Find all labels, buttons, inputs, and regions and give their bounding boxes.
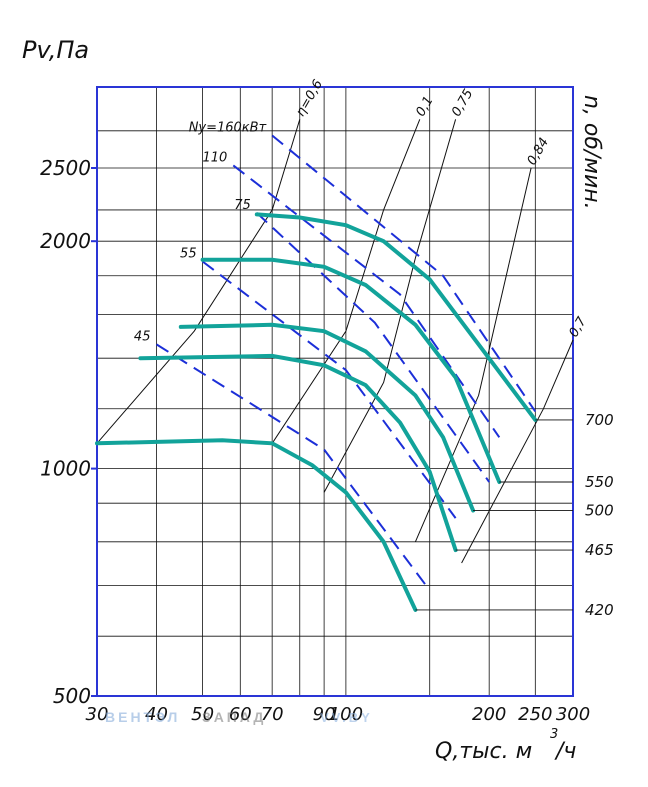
x-tick-label: 250 [518,704,552,725]
watermark-part2: ЗАПАД [202,709,266,725]
efficiency-line [271,119,421,444]
x-tick-label: 70 [261,704,284,725]
x-axis-title: Q,тыс. м [435,739,532,764]
speed-curve [95,438,418,612]
x-axis-title-sup: 3 [550,727,558,742]
right-axis-title: n, об/мин. [579,95,604,210]
watermark-part1: ВЕНТЭЛ [105,709,180,725]
x-axis-title-tail: /ч [554,739,576,764]
power-label: Ny=160кВт [189,121,267,136]
power-label: 75 [234,198,251,213]
speed-label: 500 [585,502,614,520]
power-line [232,164,501,438]
x-tick-label: 200 [472,704,506,725]
speed-curve [200,257,502,484]
x-tick-label: 30 [86,704,109,725]
y-axis-title: Pv,Па [22,36,89,64]
speed-curves [95,212,538,612]
speed-label: 465 [585,541,614,559]
plot-frame [96,86,574,697]
power-line [155,343,431,591]
power-label: 110 [202,150,227,165]
efficiency-label: 0,75 [449,87,476,120]
speed-curve [178,322,476,513]
x-tick-label: 40 [145,704,168,725]
efficiency-label: η=0,6 [293,77,326,119]
power-lines [155,134,537,591]
efficiency-line [461,339,574,564]
efficiency-lines [96,119,574,564]
x-tick-label: 100 [329,704,363,725]
speed-curve [138,353,458,553]
x-tick-label: 60 [229,704,252,725]
y-axis-ticks: 500 1000 2000 2500 [40,156,97,708]
watermark: ВЕНТЭЛ ЗАПАД VV.BY [105,709,373,725]
y-tick-label: 2000 [40,229,91,253]
efficiency-label: 0,7 [566,314,590,340]
power-label: 45 [134,329,151,344]
speed-label: 700 [585,411,614,429]
y-tick-label: 1000 [40,457,91,481]
watermark-part3: VV.BY [320,710,373,725]
grid-lines [96,87,574,697]
efficiency-line [323,119,457,493]
power-line [271,134,537,413]
speed-label: 420 [585,601,614,619]
power-line [201,260,457,519]
efficiency-label: 0,84 [525,135,552,168]
speed-label: 550 [585,473,614,491]
x-tick-label: 50 [191,704,214,725]
power-line [256,212,491,483]
efficiency-line [96,119,301,444]
y-tick-label: 500 [53,684,91,708]
x-tick-label: 90 [313,704,336,725]
speed-curve [254,212,538,422]
efficiency-label: 0,1 [413,94,436,119]
power-label: 55 [180,246,197,261]
x-tick-label: 300 [556,704,590,725]
curve-labels: 700 550 500 465 420 η=0,6 0,1 0,75 0,84 0,7 Ny=160… [134,77,614,619]
y-tick-label: 2500 [40,156,91,180]
